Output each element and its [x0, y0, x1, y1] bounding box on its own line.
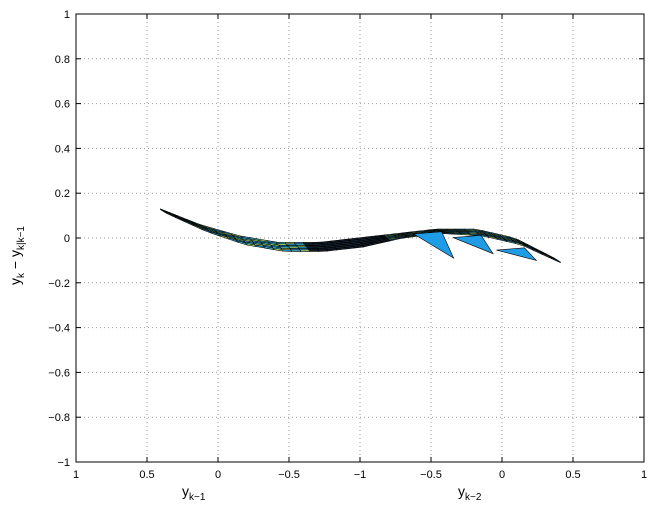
x-tick-label: 0	[499, 469, 505, 481]
y-tick-label: 0	[64, 233, 70, 245]
y-axis-label: yk − yk|k−1	[7, 226, 27, 285]
surface-facet	[551, 257, 561, 264]
x-axis-label-left: yk−1	[182, 483, 206, 503]
x-tick-label: 0	[215, 469, 221, 481]
y-tick-label: 0.4	[55, 143, 70, 155]
x-tick-labels: 1 0.5 0 −0.5 −1 −0.5 0 0.5 1	[73, 14, 647, 481]
x-tick-label: 0.5	[139, 469, 154, 481]
y-tick-label: −0.4	[48, 323, 70, 335]
y-tick-label: −1	[57, 457, 70, 469]
y-tick-label: 0.8	[55, 54, 70, 66]
x-tick-label: 1	[641, 469, 647, 481]
y-tick-label: 0.2	[55, 188, 70, 200]
y-tick-label: −0.2	[48, 278, 70, 290]
x-tick-label: −1	[354, 469, 367, 481]
y-tick-label: −0.6	[48, 367, 70, 379]
y-tick-labels: 1 0.8 0.6 0.4 0.2 0 −0.2 −0.4 −0.6 −0.8 −1	[48, 9, 644, 469]
surface-flap	[412, 231, 455, 259]
x-axis-label-right: yk−2	[458, 483, 482, 503]
surface-flap	[496, 247, 538, 261]
x-tick-label: 1	[73, 469, 79, 481]
x-tick-label: −0.5	[278, 469, 300, 481]
y-tick-label: −0.8	[48, 412, 70, 424]
surface-flap	[452, 234, 494, 255]
surface-mesh	[160, 208, 561, 264]
y-tick-label: 0.6	[55, 99, 70, 111]
y-tick-label: 1	[64, 9, 70, 21]
x-tick-label: 0.5	[565, 469, 580, 481]
x-tick-label: −0.5	[420, 469, 442, 481]
